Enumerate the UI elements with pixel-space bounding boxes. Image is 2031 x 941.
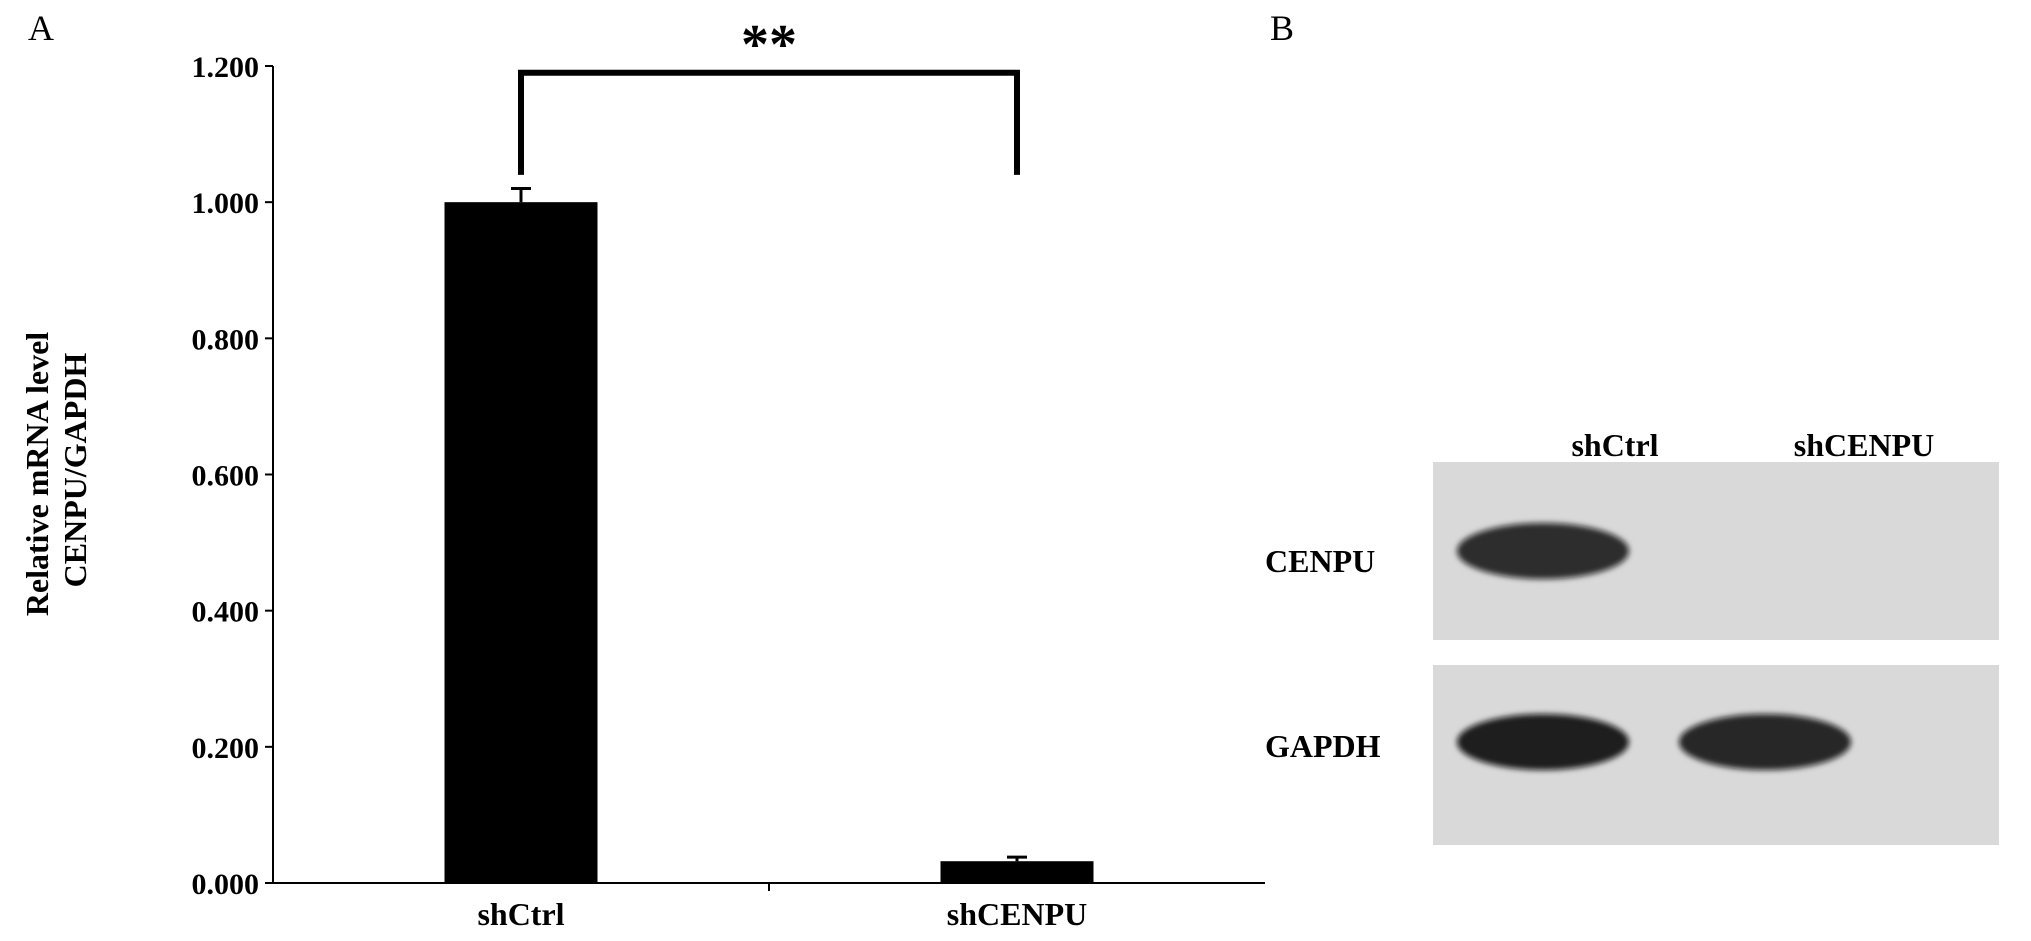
bar [940,861,1094,883]
y-tick-label: 1.200 [192,51,260,84]
y-axis-title-line-2: CENPU/GAPDH [57,353,93,588]
y-tick-label: 0.800 [192,323,260,356]
y-axis-title-line-1: Relative mRNA level [19,332,55,616]
y-tick-label: 0.000 [192,868,260,901]
x-labels: shCtrl shCENPU [477,883,1087,932]
y-axis-title: Relative mRNA level CENPU/GAPDH [19,324,93,616]
y-tick-label: 0.600 [192,460,260,493]
y-tick-label: 1.000 [192,187,260,220]
western-blot: shCtrl shCENPU CENPU GAPDH [1265,427,1999,845]
bar-chart: Relative mRNA level CENPU/GAPDH 0.000 0.2… [19,14,1265,932]
y-tick-label: 0.400 [192,596,260,629]
bars [444,187,1094,883]
bar [444,202,598,883]
y-ticks: 0.000 0.200 0.400 0.600 0.800 1.000 1.200 [192,51,273,901]
x-category-label: shCENPU [947,896,1087,932]
blot-row-label-cenpu: CENPU [1265,543,1375,579]
x-category-label: shCtrl [477,896,564,932]
blot-bands [1457,523,1851,770]
significance-bracket: ** [518,14,1020,175]
significance-bracket-line [518,69,1020,175]
panel-letter-b: B [1270,8,1294,48]
blot-band [1679,714,1851,770]
blot-lane-label-shcenpu: shCENPU [1794,427,1934,463]
blot-band [1457,523,1629,579]
blot-lane-label-shctrl: shCtrl [1571,427,1658,463]
blot-band [1457,714,1629,770]
blot-row-label-gapdh: GAPDH [1265,728,1381,764]
panel-letter-a: A [28,8,54,48]
significance-label: ** [741,14,797,76]
y-tick-label: 0.200 [192,732,260,765]
